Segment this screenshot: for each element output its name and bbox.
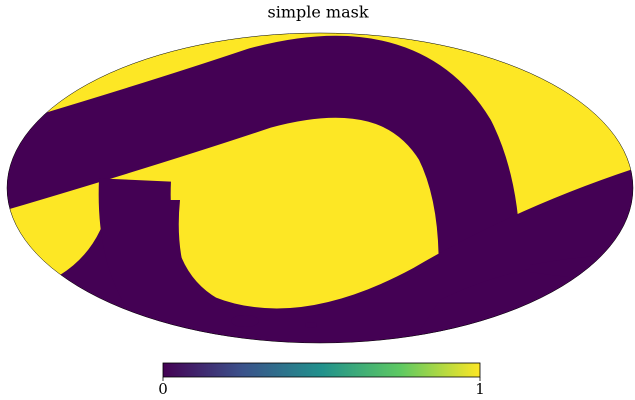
- chart-title: simple mask: [267, 3, 368, 22]
- colorbar-tick-label: 0: [158, 380, 168, 398]
- mask-band: [98, 160, 633, 343]
- sky-map: [7, 33, 633, 343]
- colorbar-tick-label: 1: [475, 380, 485, 398]
- colorbar: [162, 362, 481, 378]
- mask-spot: [231, 315, 259, 327]
- mask-spot: [305, 322, 317, 328]
- map-outline: [6, 32, 634, 344]
